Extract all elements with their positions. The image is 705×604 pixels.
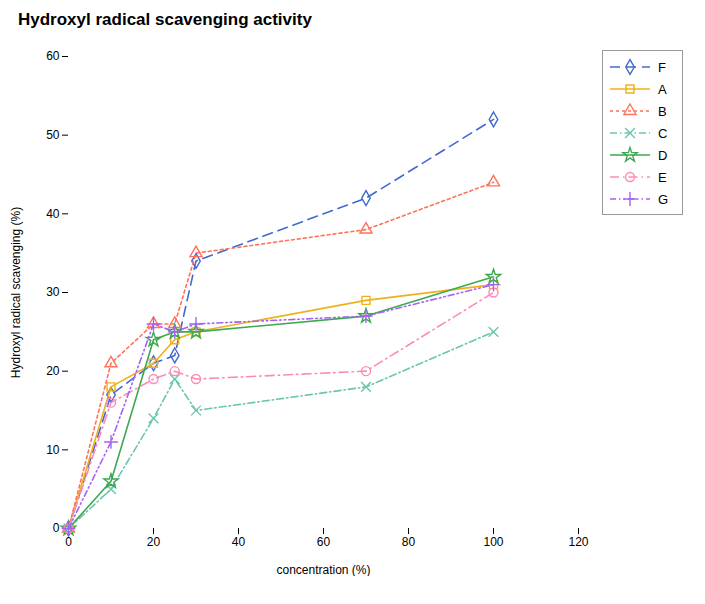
svg-text:30: 30 [46, 285, 60, 299]
svg-text:Hydroxyl radical scavenging (%: Hydroxyl radical scavenging (%) [9, 207, 23, 378]
svg-text:40: 40 [232, 535, 246, 549]
svg-text:20: 20 [147, 535, 161, 549]
svg-text:120: 120 [568, 535, 588, 549]
svg-text:C: C [658, 126, 667, 141]
svg-text:60: 60 [46, 49, 60, 63]
svg-text:concentration (%): concentration (%) [276, 563, 370, 577]
svg-text:B: B [658, 104, 667, 119]
svg-text:D: D [658, 148, 667, 163]
svg-text:20: 20 [46, 364, 60, 378]
svg-text:F: F [658, 60, 666, 75]
svg-text:40: 40 [46, 207, 60, 221]
svg-text:0: 0 [53, 521, 60, 535]
svg-text:10: 10 [46, 443, 60, 457]
svg-text:G: G [658, 192, 668, 207]
svg-text:E: E [658, 170, 667, 185]
svg-text:80: 80 [402, 535, 416, 549]
svg-text:0: 0 [65, 535, 72, 549]
svg-text:50: 50 [46, 128, 60, 142]
svg-text:60: 60 [317, 535, 331, 549]
html-text:Hydroxyl radical scavenging ac: Hydroxyl radical scavenging activity [18, 10, 312, 29]
svg-text:100: 100 [483, 535, 503, 549]
svg-text:A: A [658, 82, 667, 97]
